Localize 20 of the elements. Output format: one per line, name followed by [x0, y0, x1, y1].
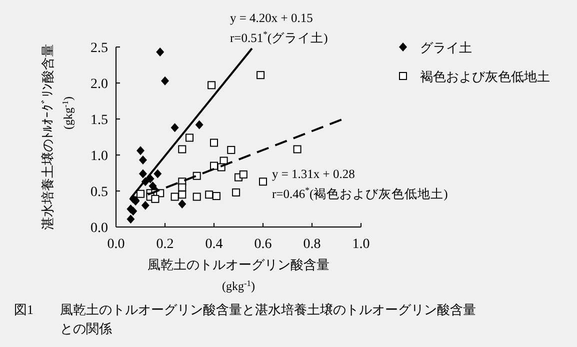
y-tick-label: 0.0: [90, 221, 108, 236]
x-tick-label: 1.0: [352, 237, 370, 252]
legend-label: 褐色および灰色低地土: [420, 69, 550, 84]
text: 図1 風乾土のトルオーグリン酸含量と湛水培養土壌のトルオーグリン酸含量との関係: [14, 302, 476, 336]
y-tick-label: 2.0: [90, 77, 108, 92]
text: y = 4.20x + 0.15: [230, 11, 313, 25]
x-tick-label: 0.0: [107, 237, 125, 252]
y-tick-label: 1.0: [90, 149, 108, 164]
y-tick-label: 0.5: [90, 185, 108, 200]
x-tick-label: 0.6: [254, 237, 272, 252]
x-tick-label: 0.2: [156, 237, 174, 252]
x-tick-label: 0.4: [205, 237, 223, 252]
x-tick-label: 0.8: [303, 237, 321, 252]
x-axis-title: 風乾土のトルオーグリン酸含量 (gkg$^{-1}$): [148, 257, 330, 293]
text: r=0.51$^{*}$(グライ土): [230, 29, 328, 45]
y-tick-label: 1.5: [90, 113, 108, 128]
legend-label: グライ土: [420, 40, 472, 55]
y-tick-label: 2.5: [90, 41, 108, 56]
annotation: y = 1.31x + 0.28: [272, 167, 355, 181]
annotation: r=0.46$^{*}$(褐色および灰色低地土): [272, 185, 448, 201]
